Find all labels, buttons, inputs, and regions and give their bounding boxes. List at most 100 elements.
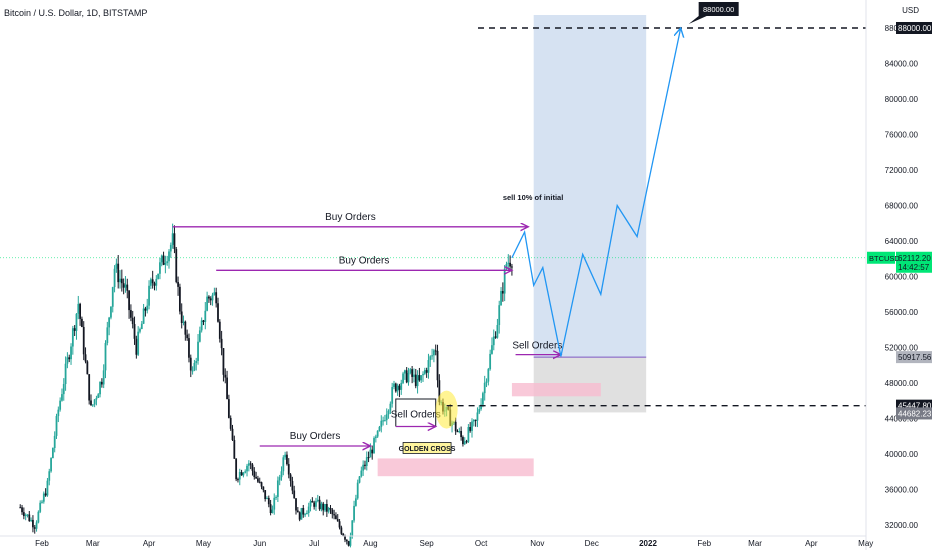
candle-body — [407, 372, 410, 383]
candle-body — [137, 331, 140, 355]
candle-body — [62, 384, 65, 395]
candle-body — [48, 471, 51, 481]
candle-body — [476, 412, 479, 421]
symbol-badge-text: BTCUSD — [869, 254, 900, 263]
candle-body — [405, 370, 408, 383]
candle-body — [393, 383, 395, 388]
candle-body — [304, 514, 306, 516]
candle — [171, 223, 174, 249]
candle — [398, 383, 401, 398]
candle — [409, 367, 412, 375]
candle-body — [46, 480, 49, 496]
candle-body — [186, 334, 189, 339]
candle-body — [79, 303, 82, 319]
candle-body — [289, 474, 292, 482]
candle-body — [95, 398, 98, 400]
candle-body — [433, 350, 435, 356]
time-tick-label: Apr — [805, 539, 818, 548]
candle — [491, 337, 493, 355]
candle-body — [102, 370, 105, 385]
candle — [151, 270, 154, 289]
candle — [304, 512, 306, 518]
candle-body — [458, 431, 461, 433]
candle — [257, 475, 259, 484]
candle — [462, 435, 464, 447]
candle-body — [30, 519, 33, 522]
candle — [416, 370, 419, 394]
candle-body — [483, 382, 486, 394]
candle — [182, 315, 185, 326]
candle — [120, 269, 123, 292]
candle — [501, 282, 504, 302]
candle — [229, 415, 232, 431]
candle-body — [276, 480, 279, 497]
candle-body — [97, 394, 100, 399]
candle-body — [240, 472, 243, 476]
candle-body — [287, 464, 290, 475]
candle-body — [117, 263, 120, 283]
candle — [139, 327, 141, 334]
candle — [142, 303, 145, 325]
candle — [353, 500, 355, 523]
candle — [206, 291, 209, 312]
candle — [53, 431, 56, 453]
candle — [305, 510, 308, 515]
candle — [318, 496, 321, 511]
candle — [469, 422, 472, 433]
candle-body — [425, 370, 428, 373]
candle — [95, 395, 98, 406]
time-tick-label: Jun — [253, 539, 266, 548]
candle-body — [33, 527, 36, 529]
candle — [296, 507, 299, 513]
price-tick-label: 68000.00 — [885, 202, 919, 211]
candle — [144, 306, 147, 317]
candle — [155, 275, 158, 291]
candle — [454, 417, 457, 435]
candle-body — [325, 504, 328, 512]
candle-body — [365, 457, 368, 466]
candle — [389, 401, 392, 414]
candle-body — [119, 278, 121, 283]
candle — [42, 491, 45, 504]
candle — [436, 344, 439, 388]
candle-body — [511, 266, 513, 268]
candle-body — [471, 421, 473, 431]
candle — [382, 416, 385, 426]
candle-body — [68, 357, 71, 360]
candle-body — [257, 478, 259, 482]
candle-body — [436, 350, 439, 381]
candle — [117, 255, 120, 289]
last-price-text-2: 14:42:57 — [898, 263, 930, 272]
candle-body — [124, 284, 127, 288]
candle — [41, 499, 43, 504]
candle-body — [402, 373, 404, 383]
candle-body — [104, 343, 107, 371]
candle-body — [224, 374, 227, 378]
candle — [173, 225, 176, 254]
candle-body — [155, 278, 158, 286]
candle-body — [264, 490, 267, 500]
candle-body — [315, 501, 317, 507]
candle — [197, 334, 199, 365]
candle — [384, 414, 386, 422]
candle-body — [501, 291, 504, 294]
candle — [247, 460, 250, 472]
candle-body — [429, 356, 432, 361]
candle-body — [313, 502, 316, 507]
candle-body — [193, 362, 196, 371]
candle — [198, 326, 201, 343]
candle-body — [494, 336, 497, 338]
candle — [100, 378, 103, 388]
candle-body — [454, 421, 457, 432]
candle — [349, 532, 352, 548]
candle — [255, 471, 257, 479]
candle-body — [175, 249, 178, 283]
candle-body — [115, 263, 118, 269]
candle — [423, 367, 426, 376]
candle — [39, 500, 42, 514]
candle-body — [41, 501, 43, 503]
candle-body — [427, 360, 430, 373]
candle-body — [463, 441, 466, 445]
